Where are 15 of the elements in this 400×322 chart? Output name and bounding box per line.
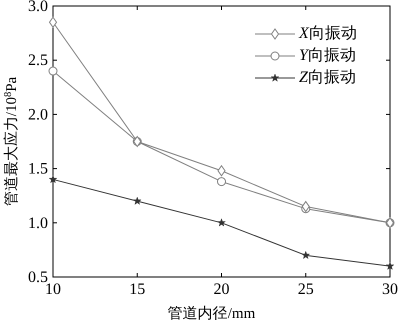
y-tick-label: 1.0 xyxy=(28,214,48,232)
x-tick-label: 25 xyxy=(298,281,314,298)
x-tick-label: 30 xyxy=(382,281,398,298)
legend-label: Y向振动 xyxy=(299,46,356,66)
y-tick-label: 2.5 xyxy=(28,52,48,70)
y-tick-label: 0.5 xyxy=(28,269,48,286)
y-tick-label: 1.5 xyxy=(28,160,48,178)
x-tick-label: 15 xyxy=(129,281,146,298)
legend-label: Z向振动 xyxy=(299,68,356,88)
y-tick-label: 3.0 xyxy=(28,0,48,15)
legend-label: X向振动 xyxy=(299,24,357,44)
x-tick-label: 10 xyxy=(45,281,61,298)
y-tick-label: 2.0 xyxy=(28,106,48,124)
x-tick-label: 20 xyxy=(214,281,230,298)
x-axis-title: 管道内径/mm xyxy=(168,305,256,322)
